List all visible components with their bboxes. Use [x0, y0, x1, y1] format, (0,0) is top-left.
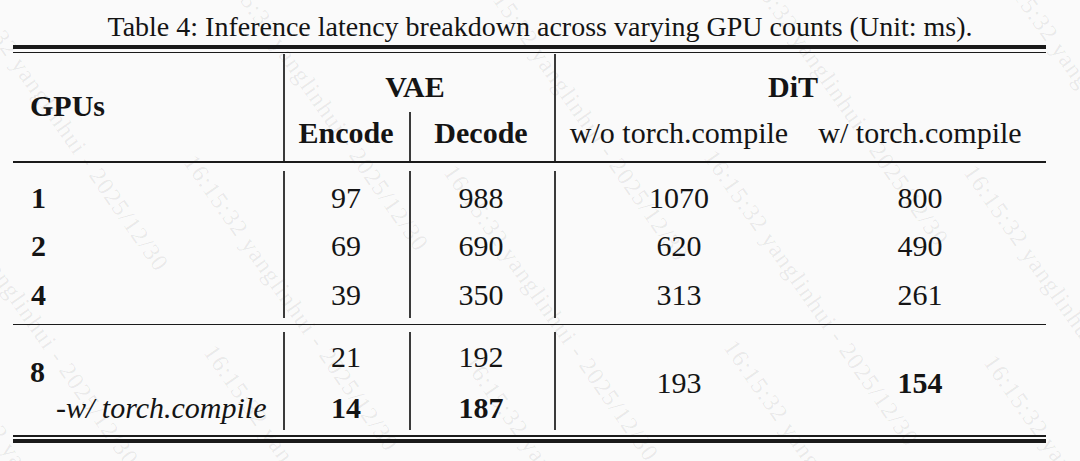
cell-1gpu-vae-encode: 97	[331, 181, 361, 215]
paper-table-figure: 16:15:32 yanglinhui - 2025/12/30 16:15:3…	[0, 0, 1080, 461]
cell-4gpu-vae-encode: 39	[331, 278, 361, 312]
cell-2gpu-vae-decode: 690	[459, 229, 504, 263]
cell-8gpu-dit-w-compile: 154	[898, 366, 943, 400]
cell-8gpu-vae-decode-compiled: 187	[459, 391, 504, 425]
column-divider	[283, 171, 285, 318]
row-label-8gpu: 8	[30, 355, 45, 389]
cell-8gpu-vae-encode-compiled: 14	[331, 391, 361, 425]
col-header-dit-w-compile: w/ torch.compile	[818, 116, 1021, 150]
watermark-text: 16:15:32 yanglinhui - 2025/12/30	[978, 350, 1080, 461]
cell-8gpu-vae-encode: 21	[331, 340, 361, 374]
column-divider	[283, 332, 285, 430]
cell-2gpu-vae-encode: 69	[331, 229, 361, 263]
col-group-vae: VAE	[385, 70, 444, 104]
column-divider	[554, 171, 556, 318]
col-header-dit-wo-compile: w/o torch.compile	[570, 116, 788, 150]
cell-8gpu-vae-decode: 192	[459, 340, 504, 374]
cell-8gpu-dit-wo-compile: 193	[657, 366, 702, 400]
cell-4gpu-dit-wo-compile: 313	[657, 278, 702, 312]
column-divider	[409, 112, 411, 161]
bottom-rule-thick	[13, 439, 1046, 443]
header-separator-rule	[13, 161, 1046, 163]
row-label-8gpu-compile-variant: -w/ torch.compile	[56, 391, 267, 425]
cell-2gpu-dit-wo-compile: 620	[657, 229, 702, 263]
top-rule-thin	[13, 52, 1046, 54]
row-label-2gpu: 2	[31, 229, 46, 263]
column-divider	[554, 332, 556, 430]
watermark-text: 16:15:32 yanglinhui - 2025/12/30	[698, 145, 924, 452]
cell-1gpu-dit-w-compile: 800	[898, 181, 943, 215]
column-divider	[554, 54, 556, 161]
col-header-gpus: GPUs	[30, 89, 105, 123]
section-separator-rule	[13, 324, 1046, 326]
bottom-rule-thin	[13, 435, 1046, 437]
table-caption: Table 4: Inference latency breakdown acr…	[0, 11, 1080, 43]
cell-2gpu-dit-w-compile: 490	[898, 229, 943, 263]
column-divider	[409, 332, 411, 430]
col-header-encode: Encode	[298, 116, 393, 150]
cell-1gpu-vae-decode: 988	[459, 181, 504, 215]
col-header-decode: Decode	[434, 116, 527, 150]
watermark-text: 16:15:32 yanglinhui - 2025/12/30	[958, 160, 1080, 461]
cell-4gpu-dit-w-compile: 261	[898, 278, 943, 312]
column-divider	[409, 171, 411, 318]
row-label-4gpu: 4	[31, 278, 46, 312]
row-label-1gpu: 1	[31, 181, 46, 215]
cell-1gpu-dit-wo-compile: 1070	[649, 181, 709, 215]
top-rule-thick	[13, 45, 1046, 49]
col-group-dit: DiT	[768, 70, 818, 104]
column-divider	[283, 54, 285, 161]
cell-4gpu-vae-decode: 350	[459, 278, 504, 312]
